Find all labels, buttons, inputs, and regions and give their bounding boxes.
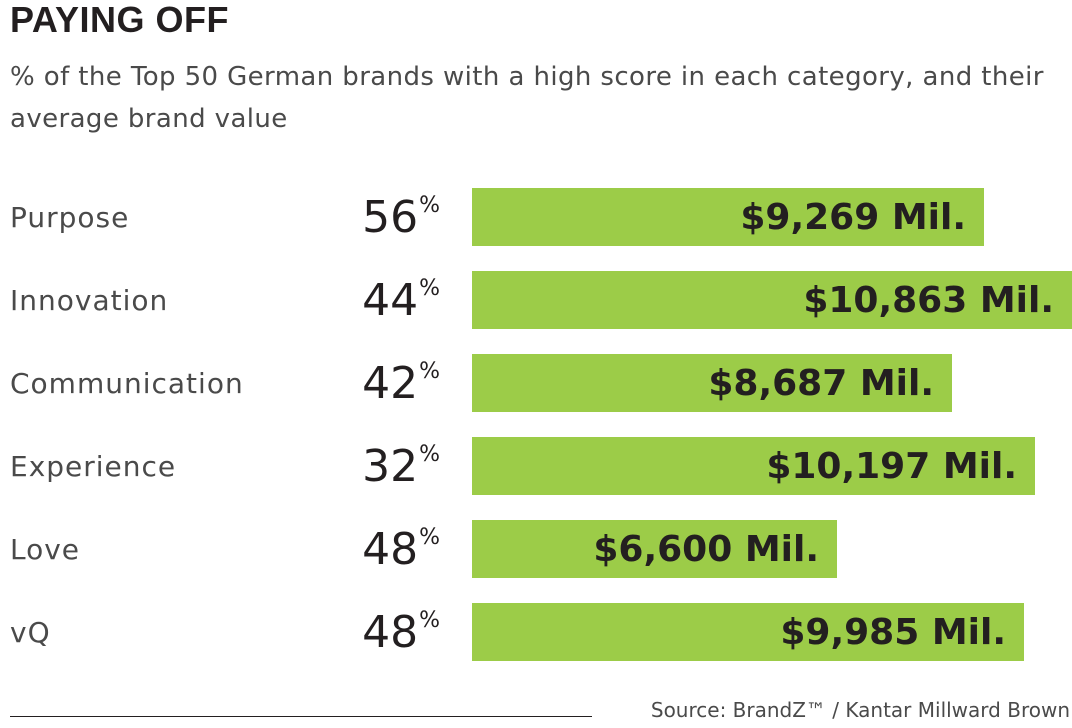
category-label: Innovation bbox=[10, 284, 169, 317]
percent-label: 32% bbox=[362, 441, 440, 492]
category-label: Love bbox=[10, 533, 81, 566]
percent-label: 44% bbox=[362, 275, 440, 326]
percent-label: 48% bbox=[362, 524, 440, 575]
category-label: Communication bbox=[10, 367, 244, 400]
bar-value-label: $8,687 Mil. bbox=[708, 363, 934, 404]
value-bar: $9,269 Mil. bbox=[472, 188, 984, 246]
percent-label: 48% bbox=[362, 607, 440, 658]
bar-value-label: $9,985 Mil. bbox=[780, 612, 1006, 653]
bar-value-label: $6,600 Mil. bbox=[593, 529, 819, 570]
bar-value-label: $9,269 Mil. bbox=[740, 197, 966, 238]
value-bar: $10,197 Mil. bbox=[472, 437, 1035, 495]
bar-row: Experience 32% $10,197 Mil. bbox=[0, 437, 1072, 497]
value-bar: $10,863 Mil. bbox=[472, 271, 1072, 329]
bar-row: Purpose 56% $9,269 Mil. bbox=[0, 188, 1072, 248]
category-label: vQ bbox=[10, 616, 51, 649]
source-divider bbox=[10, 716, 592, 717]
source-note: Source: BrandZ™ / Kantar Millward Brown bbox=[650, 698, 1070, 722]
bar-row: Innovation 44% $10,863 Mil. bbox=[0, 271, 1072, 331]
category-label: Experience bbox=[10, 450, 177, 483]
value-bar: $6,600 Mil. bbox=[472, 520, 837, 578]
value-bar: $8,687 Mil. bbox=[472, 354, 952, 412]
category-label: Purpose bbox=[10, 201, 130, 234]
percent-label: 56% bbox=[362, 192, 440, 243]
value-bar: $9,985 Mil. bbox=[472, 603, 1024, 661]
bar-value-label: $10,197 Mil. bbox=[766, 446, 1017, 487]
percent-label: 42% bbox=[362, 358, 440, 409]
chart-title: PAYING OFF bbox=[10, 0, 230, 40]
chart-subtitle: % of the Top 50 German brands with a hig… bbox=[10, 62, 1044, 134]
bar-value-label: $10,863 Mil. bbox=[803, 280, 1054, 321]
bar-row: Love 48% $6,600 Mil. bbox=[0, 520, 1072, 580]
bar-row: Communication 42% $8,687 Mil. bbox=[0, 354, 1072, 414]
bar-row: vQ 48% $9,985 Mil. bbox=[0, 603, 1072, 663]
